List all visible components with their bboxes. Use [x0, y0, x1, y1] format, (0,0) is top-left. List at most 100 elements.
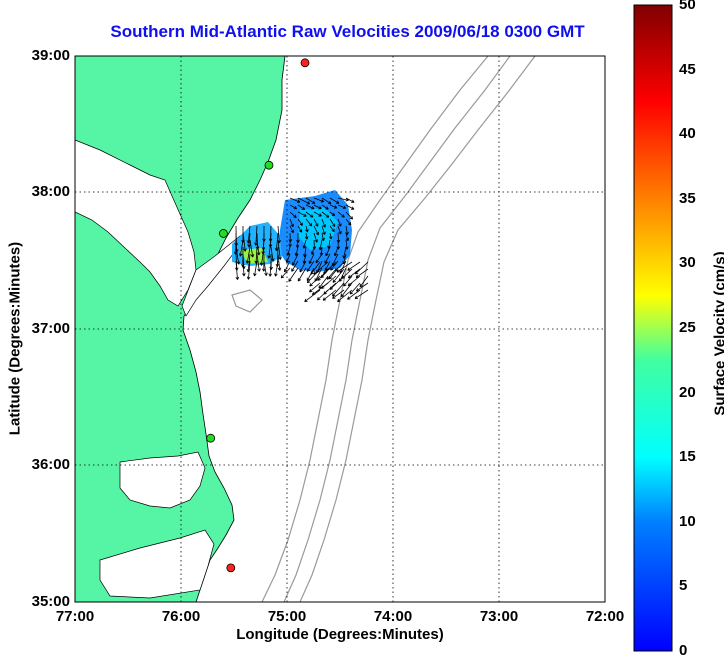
velocity-arrow [310, 246, 315, 255]
velocity-arrow [313, 218, 319, 227]
velocity-arrow [305, 197, 316, 204]
velocity-arrow [321, 197, 332, 205]
velocity-arrow [345, 232, 350, 242]
velocity-arrow [313, 232, 318, 243]
velocity-arrow [304, 289, 321, 303]
velocity-arrow [289, 225, 294, 234]
velocity-arrow [318, 275, 329, 289]
velocity-field-patch-fast [240, 248, 268, 264]
velocity-arrow [326, 268, 337, 280]
colorbar-tick-label: 50 [679, 0, 696, 13]
velocity-arrow [297, 225, 303, 233]
velocity-arrow [306, 268, 321, 284]
velocity-arrow [337, 289, 353, 303]
velocity-arrow [242, 232, 247, 252]
velocity-arrow [341, 268, 353, 279]
velocity-arrow [355, 282, 369, 292]
colorbar-tick-label: 0 [679, 642, 688, 659]
velocity-arrow [302, 239, 307, 249]
velocity-arrow [256, 239, 261, 256]
velocity-arrow [277, 239, 282, 260]
velocity-arrow [359, 275, 369, 288]
velocity-arrow [355, 268, 369, 278]
velocity-arrow [288, 239, 292, 248]
velocity-arrow [354, 261, 369, 275]
x-tick-label: 72:00 [585, 608, 625, 625]
velocity-arrow [305, 225, 309, 233]
velocity-arrow [238, 239, 244, 257]
velocity-arrow [313, 204, 322, 210]
velocity-arrow [253, 260, 258, 277]
velocity-arrow [329, 197, 340, 204]
velocity-arrow [349, 282, 361, 295]
velocity-arrow [270, 246, 275, 262]
velocity-arrow [246, 260, 251, 280]
velocity-arrow [325, 246, 331, 257]
velocity-arrow [332, 282, 345, 297]
velocity-arrow [330, 260, 339, 271]
velocity-arrows [233, 197, 369, 303]
y-axis-label: Latitude (Degrees:Minutes) [6, 241, 24, 436]
velocity-arrow [329, 225, 335, 233]
colorbar-tick-label: 20 [679, 384, 696, 401]
velocity-arrow [305, 218, 313, 227]
velocity-arrow [256, 253, 261, 272]
x-tick-label: 76:00 [161, 608, 201, 625]
velocity-arrow [345, 225, 349, 235]
velocity-arrow [305, 211, 314, 218]
velocity-arrow [308, 253, 315, 264]
velocity-arrow [328, 232, 333, 240]
velocity-arrow [347, 268, 361, 279]
x-tick-label: 74:00 [373, 608, 413, 625]
colorbar-tick-label: 25 [679, 319, 696, 336]
station-marker [218, 229, 228, 238]
velocity-arrow [323, 261, 337, 274]
x-axis-label: Longitude (Degrees:Minutes) [236, 626, 444, 643]
velocity-arrow [277, 253, 282, 271]
velocity-arrow [336, 261, 353, 273]
velocity-arrow [313, 197, 325, 203]
velocity-arrow [297, 267, 307, 282]
y-tick-label: 37:00 [31, 320, 70, 337]
colorbar-tick-label: 15 [679, 448, 696, 465]
y-tick-label: 36:00 [31, 456, 70, 473]
velocity-arrow [345, 197, 355, 203]
velocity-arrow [274, 260, 279, 277]
bathymetry-shelf-island [231, 289, 263, 313]
velocity-arrow [249, 239, 255, 258]
colorbar-tick-label: 5 [679, 577, 688, 594]
velocity-arrow [329, 275, 345, 290]
velocity-arrow [313, 211, 322, 217]
velocity-arrow [345, 204, 355, 210]
velocity-arrow [297, 218, 303, 226]
velocity-arrow [242, 260, 246, 277]
velocity-arrow [313, 261, 329, 275]
bathymetry-contour-2 [283, 56, 511, 602]
velocity-arrow [285, 253, 291, 264]
velocity-arrow [267, 239, 272, 259]
velocity-arrow [313, 225, 319, 236]
velocity-arrow [321, 218, 326, 228]
station-marker [226, 563, 236, 573]
velocity-arrow [305, 204, 315, 210]
velocity-arrow [332, 268, 345, 283]
colorbar-label: Surface Velocity (cm/s) [711, 251, 724, 416]
velocity-arrow [345, 218, 352, 226]
velocity-arrow [347, 289, 361, 300]
velocity-arrow [321, 225, 326, 235]
velocity-arrow [288, 267, 299, 282]
velocity-arrow [337, 218, 342, 227]
velocity-arrow [329, 211, 336, 217]
velocity-arrow [333, 246, 339, 257]
velocity-arrow [354, 289, 369, 299]
velocity-arrow [283, 260, 291, 273]
colorbar-tick-label: 30 [679, 254, 696, 271]
velocity-arrow [315, 253, 323, 264]
velocity-arrow [297, 197, 311, 205]
velocity-arrow [332, 289, 345, 299]
colorbar-tick-label: 35 [679, 190, 696, 207]
velocity-arrow [297, 204, 306, 210]
velocity-arrow [306, 260, 315, 272]
velocity-arrow [289, 197, 301, 203]
velocity-arrow [263, 260, 268, 276]
